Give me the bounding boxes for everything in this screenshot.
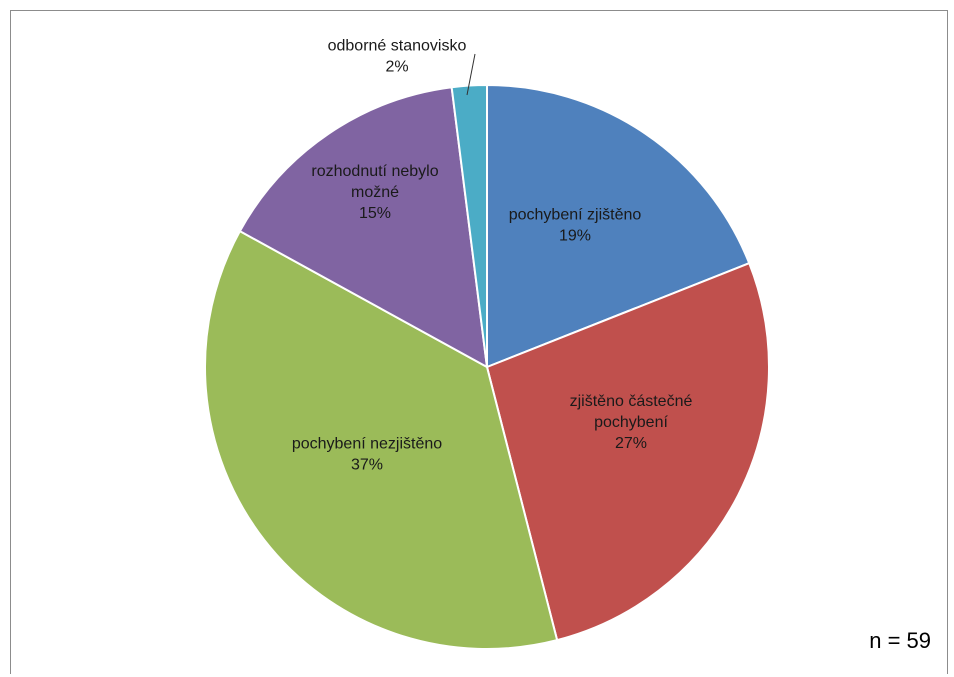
slice-percent: 27% [615, 435, 647, 452]
slice-percent: 19% [559, 228, 591, 245]
slice-label: pochybení nezjištěno 37% [292, 436, 442, 474]
slice-label: rozhodnutí nebylo možné 15% [311, 163, 438, 222]
slice-name: zjištěno částečné [570, 393, 693, 410]
slice-name: rozhodnutí nebylo [311, 163, 438, 180]
slice-name: odborné stanovisko [328, 38, 467, 55]
slice-name: pochybení [594, 414, 668, 431]
slice-label: odborné stanovisko 2% [328, 38, 467, 76]
slice-name: pochybení nezjištěno [292, 436, 442, 453]
pie-labels: pochybení zjištěno 19% zjištěno částečné po… [292, 38, 693, 474]
slice-percent: 15% [359, 205, 391, 222]
pie-chart: pochybení zjištěno 19% zjištěno částečné po… [204, 38, 770, 650]
slice-label: pochybení zjištěno 19% [509, 207, 642, 245]
slice-name: pochybení zjištěno [509, 207, 642, 224]
pie-slice [238, 86, 489, 369]
leader-line [466, 53, 476, 96]
pie-slices [204, 83, 770, 650]
pie-slice [486, 83, 751, 369]
slice-percent: 2% [385, 59, 408, 76]
chart-frame: pochybení zjištěno 19% zjištěno částečné po… [10, 10, 948, 674]
slice-label: zjištěno částečné pochybení 27% [570, 393, 693, 452]
pie-slice [485, 261, 770, 642]
pie-slice [204, 229, 559, 650]
slice-percent: 37% [351, 457, 383, 474]
slice-name: možné [351, 184, 399, 201]
sample-size-label: n = 59 [869, 628, 931, 653]
